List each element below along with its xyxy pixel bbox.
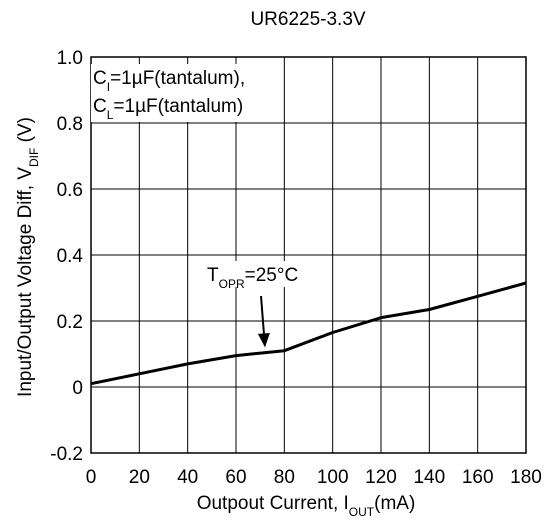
x-tick-label: 60 [225, 467, 246, 488]
condition-line-1-sub: I [107, 80, 110, 94]
annotation-label-sub: OPR [219, 277, 245, 291]
y-tick-label: 0.8 [57, 114, 83, 135]
x-tick-label: 140 [413, 467, 445, 488]
y-tick-label: 0.2 [57, 312, 83, 333]
y-tick-label: -0.2 [50, 444, 83, 465]
series-line [90, 281, 527, 386]
plot-frame [90, 56, 527, 454]
condition-line-2-suffix: =1µF(tantalum) [113, 96, 243, 117]
condition-line-2: CL=1µF(tantalum) [93, 96, 243, 122]
condition-line-1: CI=1µF(tantalum), [93, 68, 245, 94]
grid-lines [91, 57, 526, 453]
y-axis-label-prefix: Input/Output Voltage Diff, V [15, 167, 36, 397]
plot-border [90, 56, 527, 454]
y-tick-label: 0 [72, 378, 83, 399]
condition-box-bg [91, 64, 281, 122]
annotation-arrowhead [257, 332, 270, 348]
condition-box: CI=1µF(tantalum), CL=1µF(tantalum) [91, 64, 281, 122]
y-axis-label-suffix: (V) [15, 117, 36, 148]
y-tick-label: 0.6 [57, 180, 83, 201]
x-axis-label-sub: OUT [349, 505, 375, 519]
condition-line-2-prefix: C [93, 96, 107, 117]
annotation-label: TOPR=25°C [207, 265, 298, 291]
annotation-label-prefix: T [207, 265, 219, 286]
y-tick-label: 0.4 [57, 246, 84, 267]
x-axis-label: Outpout Current, IOUT(mA) [197, 493, 416, 519]
y-tick-label: 1.0 [57, 48, 83, 69]
annotation-arrow [260, 295, 265, 334]
x-tick-label: 160 [462, 467, 494, 488]
x-tick-label: 0 [86, 467, 97, 488]
condition-line-1-suffix: =1µF(tantalum), [110, 68, 245, 89]
y-axis-label: Input/Output Voltage Diff, VDIF (V) [15, 117, 41, 397]
chart-title: UR6225-3.3V [250, 9, 365, 30]
annotation-label-suffix: =25°C [245, 265, 299, 286]
x-tick-labels: 0 20 40 60 80 100 120 140 160 180 [86, 467, 542, 488]
temperature-annotation: TOPR=25°C [205, 261, 323, 348]
x-tick-label: 100 [317, 467, 349, 488]
x-tick-label: 20 [129, 467, 150, 488]
x-axis-label-suffix: (mA) [374, 493, 415, 514]
x-tick-label: 80 [274, 467, 295, 488]
annotation-bg [205, 261, 323, 287]
x-tick-label: 40 [177, 467, 198, 488]
x-tick-label: 120 [365, 467, 397, 488]
x-axis-label-prefix: Outpout Current, I [197, 493, 349, 514]
y-axis-label-sub: DIF [27, 148, 41, 167]
series-layer [90, 281, 527, 386]
x-tick-label: 180 [510, 467, 542, 488]
condition-line-1-prefix: C [93, 68, 107, 89]
condition-line-2-sub: L [107, 108, 114, 122]
y-tick-labels: -0.2 0 0.2 0.4 0.6 0.8 1.0 [50, 48, 83, 465]
